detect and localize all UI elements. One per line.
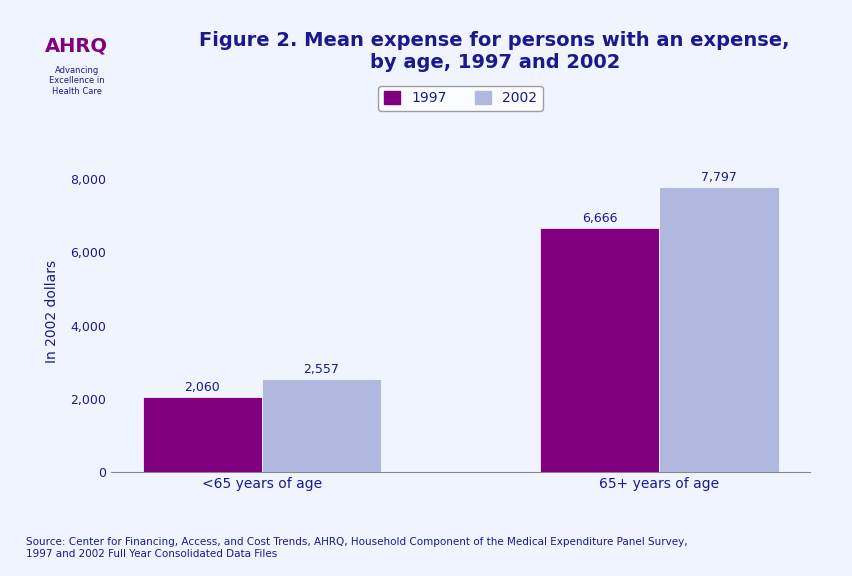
Text: Source: Center for Financing, Access, and Cost Trends, AHRQ, Household Component: Source: Center for Financing, Access, an… bbox=[26, 537, 687, 559]
Bar bbox=[142, 397, 262, 472]
Y-axis label: In 2002 dollars: In 2002 dollars bbox=[45, 259, 59, 363]
Text: 7,797: 7,797 bbox=[700, 170, 736, 184]
Bar bbox=[539, 228, 659, 472]
Text: 2,060: 2,060 bbox=[184, 381, 220, 394]
Text: 6,666: 6,666 bbox=[581, 212, 617, 225]
Text: 2,557: 2,557 bbox=[303, 363, 339, 376]
Text: Figure 2. Mean expense for persons with an expense,
by age, 1997 and 2002: Figure 2. Mean expense for persons with … bbox=[199, 31, 789, 73]
Text: Advancing
Excellence in
Health Care: Advancing Excellence in Health Care bbox=[49, 66, 105, 96]
Legend: 1997, 2002: 1997, 2002 bbox=[377, 86, 543, 111]
Bar bbox=[262, 378, 381, 472]
Text: AHRQ: AHRQ bbox=[45, 37, 108, 55]
Bar bbox=[659, 187, 778, 472]
